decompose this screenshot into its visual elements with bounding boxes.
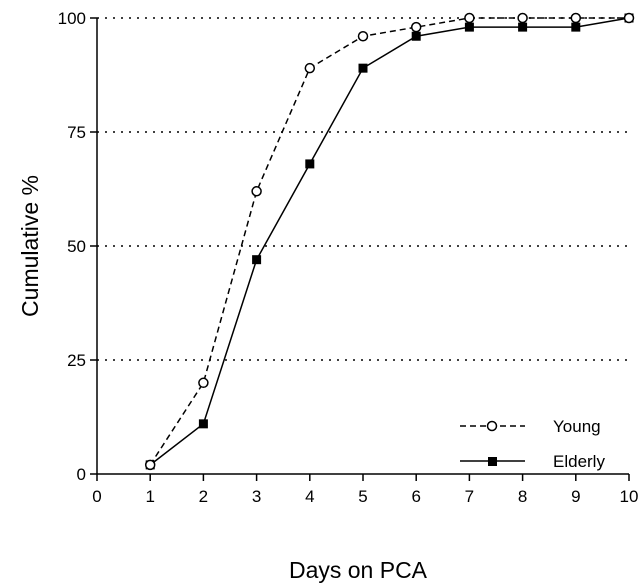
y-tick-label-25: 25 <box>67 351 86 370</box>
series-elderly-point-9 <box>571 22 581 32</box>
series-young-line <box>149 17 629 466</box>
legend-young-label: Young <box>553 417 601 436</box>
y-axis-title: Cumulative % <box>17 175 43 317</box>
legend-young-marker <box>486 420 498 432</box>
x-axis-ticks: 0 1 2 3 4 5 6 7 8 9 10 <box>92 474 638 506</box>
series-young-point-8 <box>517 12 528 24</box>
y-tick-label-50: 50 <box>67 237 86 256</box>
x-tick-label-9: 9 <box>571 487 580 506</box>
legend-elderly-marker <box>488 457 497 466</box>
x-tick-label-4: 4 <box>305 487 314 506</box>
series-young-point-4 <box>304 62 316 74</box>
series-young-point-9 <box>570 12 582 24</box>
series-young-point-5 <box>357 30 369 42</box>
series-young-point-3 <box>251 186 262 197</box>
x-tick-label-3: 3 <box>252 487 261 506</box>
x-tick-label-2: 2 <box>199 487 208 506</box>
legend-item-young: Young <box>460 417 601 436</box>
y-tick-label-100: 100 <box>58 9 86 28</box>
series-elderly-line <box>149 17 630 466</box>
y-tick-label-0: 0 <box>77 465 86 484</box>
x-tick-label-10: 10 <box>620 487 639 506</box>
x-tick-label-7: 7 <box>465 487 474 506</box>
y-tick-label-75: 75 <box>67 123 86 142</box>
legend-item-elderly: Elderly <box>460 452 605 471</box>
gridlines <box>97 17 629 361</box>
series-elderly-point-3 <box>252 255 262 265</box>
series-young-point-6 <box>410 21 422 33</box>
x-tick-label-1: 1 <box>145 487 154 506</box>
x-tick-label-8: 8 <box>518 487 527 506</box>
series-elderly-point-6 <box>411 31 421 41</box>
data-series <box>144 12 635 471</box>
series-elderly-point-4 <box>305 159 315 169</box>
series-young-point-1 <box>144 459 156 471</box>
x-tick-label-6: 6 <box>411 487 420 506</box>
legend: Young Elderly <box>460 417 605 471</box>
x-tick-label-5: 5 <box>358 487 367 506</box>
legend-elderly-label: Elderly <box>553 452 605 471</box>
series-elderly-point-2 <box>198 419 208 429</box>
series-elderly-point-7 <box>464 22 474 32</box>
series-elderly-point-8 <box>518 22 528 32</box>
series-young-point-7 <box>464 12 475 24</box>
series-young-point-10 <box>623 12 635 24</box>
series-young-point-2 <box>198 377 209 389</box>
x-tick-label-0: 0 <box>92 487 101 506</box>
y-axis-ticks: 0 25 50 75 100 <box>58 9 97 484</box>
x-axis-title: Days on PCA <box>289 557 428 583</box>
series-elderly-point-5 <box>358 63 368 73</box>
